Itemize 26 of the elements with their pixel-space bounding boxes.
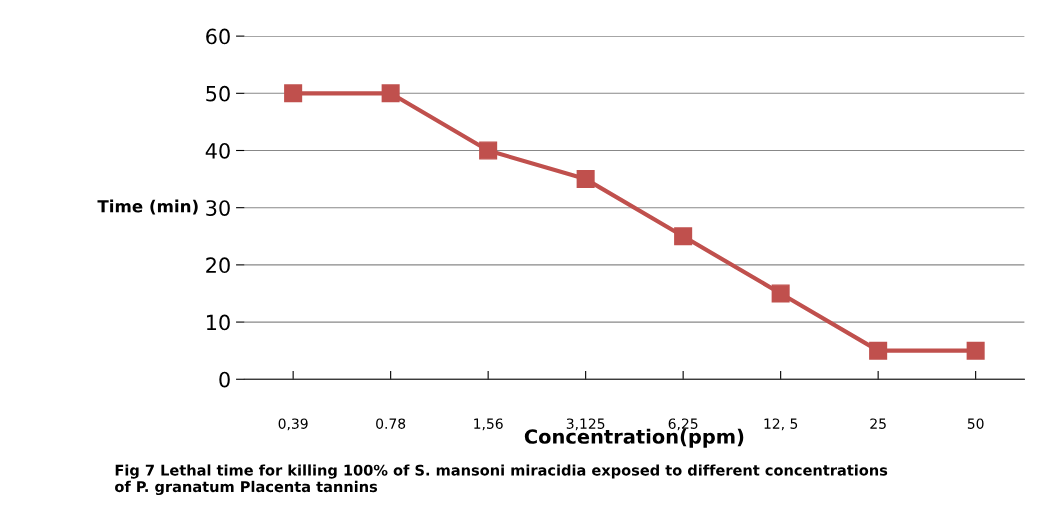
x-tick-label: 0.78 (376, 418, 406, 429)
x-tick-label: 1,56 (474, 418, 503, 431)
y-tick-label: 50 (206, 85, 230, 102)
x-tick-label: 25 (870, 418, 886, 429)
y-tick-label: 40 (205, 142, 230, 159)
y-tick-label: 60 (206, 28, 230, 45)
y-tick-label: 30 (206, 200, 230, 216)
point (771, 284, 790, 303)
x-tick-label: 50 (967, 418, 984, 429)
point (869, 341, 888, 360)
x-tick-label: 6,25 (668, 418, 698, 431)
point (576, 170, 595, 189)
x-tick-label: 3,125 (566, 418, 605, 431)
caption: Fig 7 Lethal time for killing 100% of S. mansoni miracidia exposed to different concentrations of P. granatum Placenta tannins (115, 464, 888, 496)
point (479, 141, 498, 160)
point (966, 341, 985, 360)
y-tick-label: 10 (206, 314, 230, 331)
y-axis-title: Time (min) (97, 199, 198, 215)
point (284, 84, 303, 103)
point (674, 227, 693, 246)
x-tick-label: 12, 5 (764, 418, 798, 431)
y-tick-label: 20 (206, 257, 230, 274)
x-tick-label: 0,39 (278, 418, 308, 431)
point (381, 84, 400, 103)
x-axis-title: Concentration(ppm) (524, 428, 744, 448)
y-tick-label: 0 (219, 371, 230, 388)
